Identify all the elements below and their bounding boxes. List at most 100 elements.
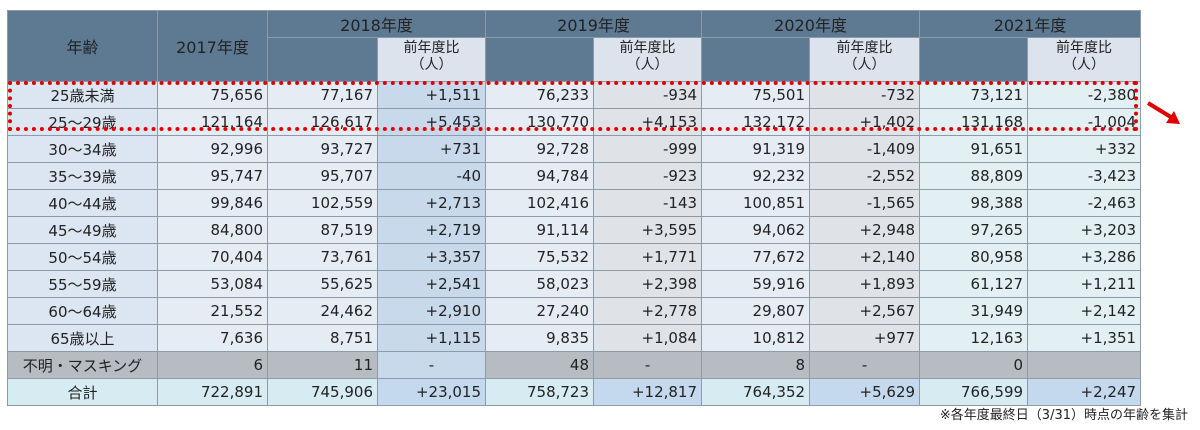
ratio-unit: （人）: [843, 57, 886, 73]
value-cell-2019: 76,233: [485, 81, 595, 109]
diff-cell-2020: -732: [809, 81, 921, 109]
value-cell-2020: 100,851: [701, 189, 811, 217]
age-distribution-table: 年齢 2017年度 2018年度 2019年度 2020年度 2021年度 前年…: [7, 10, 1142, 406]
age-label: 55～59歳: [7, 270, 158, 298]
diff-cell-2018: -40: [376, 162, 487, 190]
diff-cell-2018: +2,713: [376, 189, 487, 217]
value-cell-2020: 59,916: [701, 270, 811, 298]
value-cell-2018: 745,906: [267, 378, 378, 406]
header-row-sub: 前年度比 （人） 前年度比 （人） 前年度比 （人） 前年度比 （人）: [8, 37, 1142, 82]
value-cell-2020: 29,807: [701, 297, 811, 325]
value-cell-2017: 70,404: [157, 243, 268, 271]
diff-cell-2021: -3,423: [1027, 162, 1142, 190]
table-row: 50～54歳 70,404 73,761 +3,357 75,532 +1,771 77,6…: [7, 243, 1142, 271]
diff-cell-2018: +2,910: [376, 297, 487, 325]
diff-cell-2020: -1,565: [809, 189, 921, 217]
age-label: 40～44歳: [7, 189, 158, 217]
value-cell-2017: 722,891: [157, 378, 268, 406]
value-cell-2017: 7,636: [157, 324, 268, 352]
table-row: 45～49歳 84,800 87,519 +2,719 91,114 +3,595 94,0…: [7, 216, 1142, 244]
value-cell-2021: 31,949: [919, 297, 1029, 325]
diff-cell-2020: +5,629: [809, 378, 921, 406]
value-cell-2018: 93,727: [267, 135, 378, 163]
diff-cell-2019: +4,153: [593, 108, 703, 136]
diff-cell-2020: -2,552: [809, 162, 921, 190]
value-cell-2021: 98,388: [919, 189, 1029, 217]
value-cell-2018: 77,167: [267, 81, 378, 109]
ratio-label: 前年度比: [1056, 40, 1113, 56]
header-2021-value: [919, 37, 1029, 82]
table-row: 35～39歳 95,747 95,707 -40 94,784 -923 92,232 -2,…: [7, 162, 1142, 190]
age-label: 65歳以上: [7, 324, 158, 352]
diff-cell-2018: +23,015: [376, 378, 487, 406]
value-cell-2020: 91,319: [701, 135, 811, 163]
header-2019: 2019年度: [485, 10, 703, 38]
value-cell-2021: 12,163: [919, 324, 1029, 352]
value-cell-2017: 53,084: [157, 270, 268, 298]
table-row-unknown: 不明・マスキング 6 11-48-8-0: [7, 351, 1142, 379]
arrow-down-right-icon: [1146, 101, 1180, 124]
header-row-top: 年齢 2017年度 2018年度 2019年度 2020年度 2021年度: [7, 10, 1142, 82]
value-cell-2018: 95,707: [267, 162, 378, 190]
diff-cell-2019: +3,595: [593, 216, 703, 244]
ratio-unit: （人）: [1063, 57, 1106, 73]
diff-cell-2020: +2,567: [809, 297, 921, 325]
value-cell-2017: 99,846: [157, 189, 268, 217]
diff-cell-2019: +1,084: [593, 324, 703, 352]
age-label: 50～54歳: [7, 243, 158, 271]
ratio-label: 前年度比: [619, 40, 676, 56]
header-2020-value: [701, 37, 811, 82]
table-row: 25～29歳 121,164 126,617 +5,453 130,770 +4,153 1…: [7, 108, 1142, 136]
header-2017: 2017年度: [157, 10, 268, 82]
diff-cell-2019: -934: [593, 81, 703, 109]
age-label: 35～39歳: [7, 162, 158, 190]
value-cell-2019: 9,835: [485, 324, 595, 352]
table-row: 60～64歳 21,552 24,462 +2,910 27,240 +2,778 29,8…: [7, 297, 1142, 325]
table-row: 65歳以上 7,636 8,751 +1,115 9,835 +1,084 10,812 +9…: [7, 324, 1142, 352]
value-cell-2018: 73,761: [267, 243, 378, 271]
diff-cell-2020: +977: [809, 324, 921, 352]
diff-cell-2020: +1,893: [809, 270, 921, 298]
diff-cell-2018: +2,719: [376, 216, 487, 244]
value-cell-2021: 61,127: [919, 270, 1029, 298]
diff-cell-2021: +2,142: [1027, 297, 1142, 325]
value-cell-2021: 80,958: [919, 243, 1029, 271]
table-row: 55～59歳 53,084 55,625 +2,541 58,023 +2,398 59,9…: [7, 270, 1142, 298]
table-row: 25歳未満 75,656 77,167 +1,511 76,233 -934 75,501-…: [7, 81, 1142, 109]
value-cell-2017: 121,164: [157, 108, 268, 136]
age-label: 合計: [7, 378, 158, 406]
diff-cell-2019: +1,771: [593, 243, 703, 271]
header-2020: 2020年度: [701, 10, 921, 38]
value-cell-2017: 6: [157, 351, 268, 379]
header-2018: 2018年度: [266, 10, 487, 38]
value-cell-2018: 24,462: [267, 297, 378, 325]
value-cell-2019: 758,723: [485, 378, 595, 406]
header-2021: 2021年度: [919, 10, 1142, 38]
value-cell-2020: 92,232: [701, 162, 811, 190]
diff-cell-2018: +3,357: [376, 243, 487, 271]
age-label: 45～49歳: [7, 216, 158, 244]
value-cell-2021: 0: [919, 351, 1029, 379]
age-label: 60～64歳: [7, 297, 158, 325]
header-2021-ratio: 前年度比 （人）: [1027, 37, 1142, 82]
value-cell-2018: 126,617: [267, 108, 378, 136]
value-cell-2018: 8,751: [267, 324, 378, 352]
value-cell-2020: 10,812: [701, 324, 811, 352]
diff-cell-2019: +2,778: [593, 297, 703, 325]
value-cell-2020: 8: [701, 351, 811, 379]
diff-cell-2018: -: [376, 351, 487, 379]
header-2018-ratio: 前年度比 （人）: [376, 37, 487, 82]
diff-cell-2020: +1,402: [809, 108, 921, 136]
value-cell-2020: 94,062: [701, 216, 811, 244]
diff-cell-2018: +5,453: [376, 108, 487, 136]
value-cell-2018: 55,625: [267, 270, 378, 298]
value-cell-2021: 91,651: [919, 135, 1029, 163]
ratio-label: 前年度比: [403, 40, 460, 56]
value-cell-2018: 102,559: [267, 189, 378, 217]
diff-cell-2019: +2,398: [593, 270, 703, 298]
value-cell-2018: 11: [267, 351, 378, 379]
diff-cell-2018: +2,541: [376, 270, 487, 298]
footnote: ※各年度最終日（3/31）時点の年齢を集計: [939, 408, 1188, 423]
value-cell-2020: 132,172: [701, 108, 811, 136]
diff-cell-2019: +12,817: [593, 378, 703, 406]
